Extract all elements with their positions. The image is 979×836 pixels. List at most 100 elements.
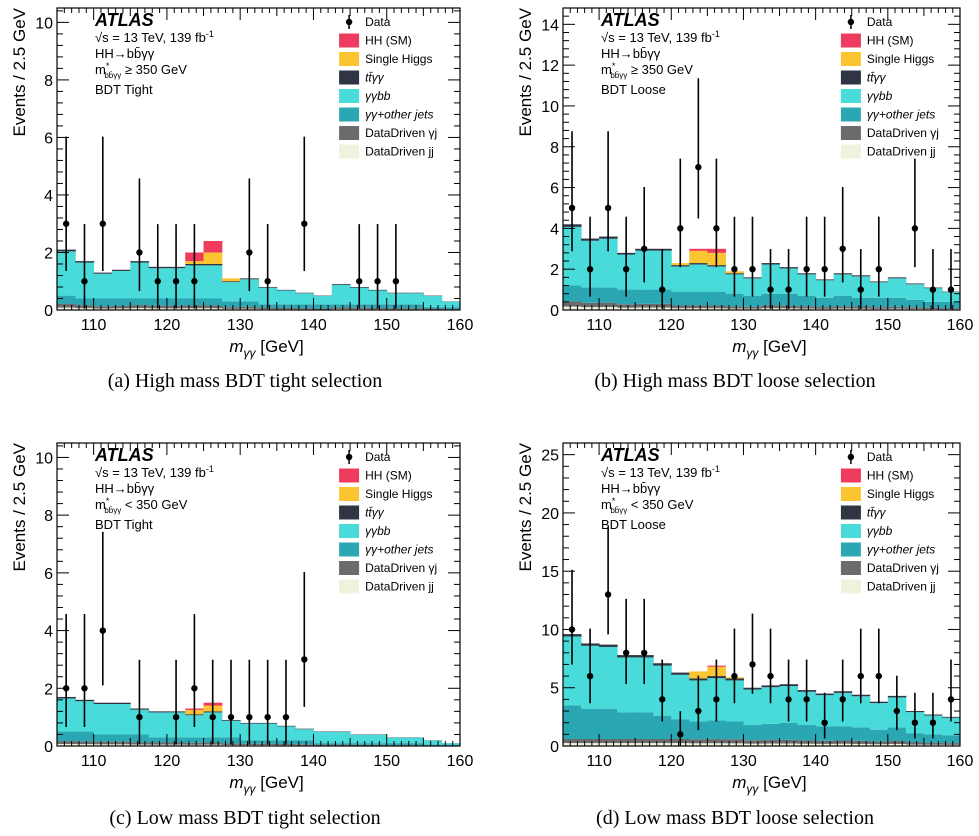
bin-yy-other: [761, 723, 781, 740]
bin-yybb: [617, 657, 636, 713]
legend-entry-3: tt̄γγ: [365, 506, 385, 520]
x-tick-label: 160: [947, 317, 974, 334]
bin-dd-jj: [851, 308, 871, 310]
bin-yy-other: [441, 307, 460, 310]
legend-swatch: [840, 89, 861, 103]
bin-yy-other: [221, 301, 241, 308]
bin-yy-other: [563, 705, 582, 740]
bin-dd-yj: [240, 306, 259, 309]
legend-swatch: [840, 144, 861, 159]
bin-dd-yj: [581, 302, 600, 308]
legend-entry-0: Data: [867, 450, 893, 464]
info-channel: HH→bb̄γγ: [95, 46, 155, 61]
bin-dd-jj: [779, 308, 799, 310]
caption-d: (d) Low mass BDT loose selection: [596, 807, 874, 829]
bin-yy-other: [423, 744, 443, 746]
bin-dd-jj: [635, 743, 654, 746]
bin-yybb: [331, 732, 351, 744]
legend-entry-4: γγbb: [365, 524, 391, 538]
bin-dd-jj: [75, 308, 95, 310]
bin-dd-yj: [779, 739, 799, 744]
bin-hh-sm: [203, 240, 223, 253]
x-tick-label: 110: [586, 753, 612, 770]
info-energy-lumi: √s = 13 TeV, 139 fb-1: [95, 464, 214, 480]
bin-yy-other: [75, 731, 95, 742]
bin-yybb: [941, 717, 960, 736]
bin-yybb: [405, 737, 424, 744]
bin-single-higgs: [689, 671, 708, 679]
x-tick-label: 150: [373, 317, 400, 334]
y-tick-label: 8: [44, 508, 53, 525]
x-axis-title: mγγ [GeV]: [732, 773, 806, 796]
bin-dd-jj: [617, 743, 636, 746]
info-mass-cut: m* bb̄γγ < 350 GeV: [601, 496, 694, 515]
bin-dd-yj: [93, 306, 113, 309]
bin-ttyy: [887, 277, 907, 279]
bin-yybb: [689, 264, 708, 292]
y-tick-label: 20: [541, 506, 559, 523]
data-point: [641, 245, 648, 252]
x-axis-title-sub: γγ: [244, 782, 257, 796]
bin-yy-other: [57, 295, 76, 304]
info-lumi-sup: -1: [712, 464, 720, 474]
bin-yybb: [635, 657, 654, 713]
x-axis-title-m: m: [732, 773, 746, 792]
bin-yy-other: [635, 712, 654, 740]
data-point: [246, 249, 253, 256]
plot-frame: [56, 7, 461, 311]
y-tick-label: 4: [550, 221, 559, 238]
bin-single-higgs: [203, 252, 223, 264]
bin-yy-other: [405, 304, 424, 309]
panel-a: 110 120 130 140 150 160 0 2 4 6 8 10 Events / 2.5 Ge…: [10, 7, 473, 360]
bin-dd-yj: [295, 308, 314, 310]
y-tick-label: 0: [550, 739, 559, 756]
bin-yy-other: [581, 708, 600, 740]
y-tick-label: 8: [44, 73, 53, 90]
info-mass-sub: bb̄γγ: [104, 71, 121, 80]
x-tick-label: 110: [586, 317, 612, 334]
y-axis-title: Events / 2.5 GeV: [10, 7, 29, 136]
y-axis-title: Events / 2.5 GeV: [516, 442, 535, 571]
bin-dd-jj: [635, 307, 654, 310]
data-point: [821, 719, 828, 726]
bin-yybb: [887, 278, 907, 298]
legend-entry-4: γγbb: [867, 524, 893, 538]
y-tick-label: 2: [44, 681, 53, 698]
bin-yybb: [423, 296, 443, 308]
x-tick-label: 150: [373, 753, 400, 770]
y-tick-label: 4: [44, 188, 53, 205]
legend-entry-7: DataDriven jj: [365, 580, 434, 594]
data-point: [209, 713, 216, 721]
bin-yy-other: [635, 289, 654, 304]
bin-yy-other: [563, 285, 582, 302]
bin-dd-jj: [707, 743, 726, 746]
legend-swatch: [339, 52, 360, 66]
bin-dd-yj: [581, 739, 600, 744]
bin-dd-jj: [203, 744, 223, 746]
data-point: [803, 265, 810, 273]
data-point: [172, 713, 180, 721]
bin-dd-yj: [707, 305, 726, 309]
bin-dd-jj: [797, 308, 817, 310]
data-point: [136, 249, 143, 256]
info-mass-cut: m* bb̄γγ ≥ 350 GeV: [601, 61, 693, 80]
plot-area: [563, 78, 960, 310]
bin-dd-jj: [851, 743, 871, 746]
bin-dd-jj: [599, 743, 618, 746]
info-mass-star: *: [106, 61, 110, 71]
bin-ttyy: [599, 644, 618, 647]
data-point: [172, 278, 180, 285]
data-point: [767, 286, 774, 293]
legend-entry-1: HH (SM): [867, 469, 914, 483]
bin-dd-jj: [761, 743, 781, 746]
bin-dd-yj: [797, 306, 817, 309]
legend-entry-0: Data: [365, 15, 391, 29]
legend-entry-1: HH (SM): [365, 34, 412, 48]
bin-yy-other: [869, 297, 889, 308]
bin-yy-other: [295, 304, 314, 309]
data-point: [857, 286, 864, 293]
x-axis-title-m: m: [732, 337, 746, 356]
legend-entry-6: DataDriven γj: [867, 561, 939, 575]
legend-entry-2: Single Higgs: [867, 487, 934, 501]
legend-entry-6: DataDriven γj: [365, 126, 437, 140]
